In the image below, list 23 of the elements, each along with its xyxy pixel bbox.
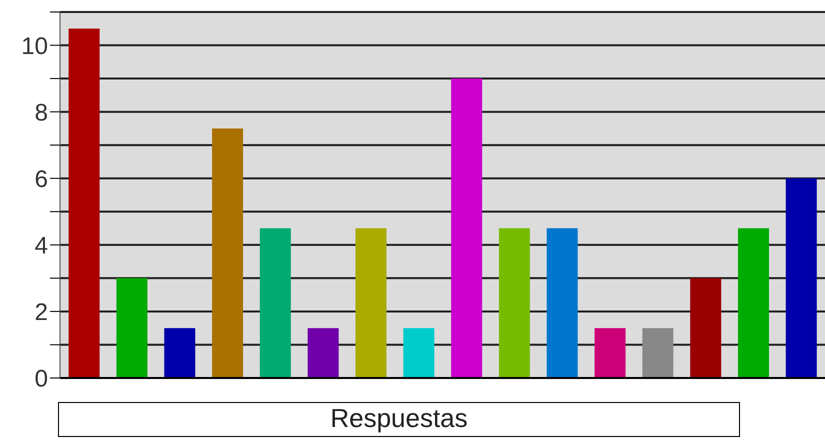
bar [355,228,386,378]
bar [594,328,626,378]
bar [164,328,196,378]
bar [68,28,100,378]
bar [212,128,244,378]
y-tick-label: 10 [21,32,48,60]
y-tick-label: 0 [34,366,48,393]
bar [308,328,339,378]
bar [786,178,817,378]
bar [260,228,291,378]
bar [116,278,148,378]
bar [546,228,578,378]
x-axis-title: Respuestas [330,403,468,433]
bar [451,78,482,378]
y-tick-label: 8 [34,99,48,126]
y-tick-label: 2 [34,298,48,326]
bar [690,278,722,378]
bar [738,228,769,378]
bar [498,228,530,378]
y-tick-label: 4 [34,232,48,260]
bar [642,328,674,378]
bar [403,328,434,378]
y-tick-label: 6 [34,166,48,193]
